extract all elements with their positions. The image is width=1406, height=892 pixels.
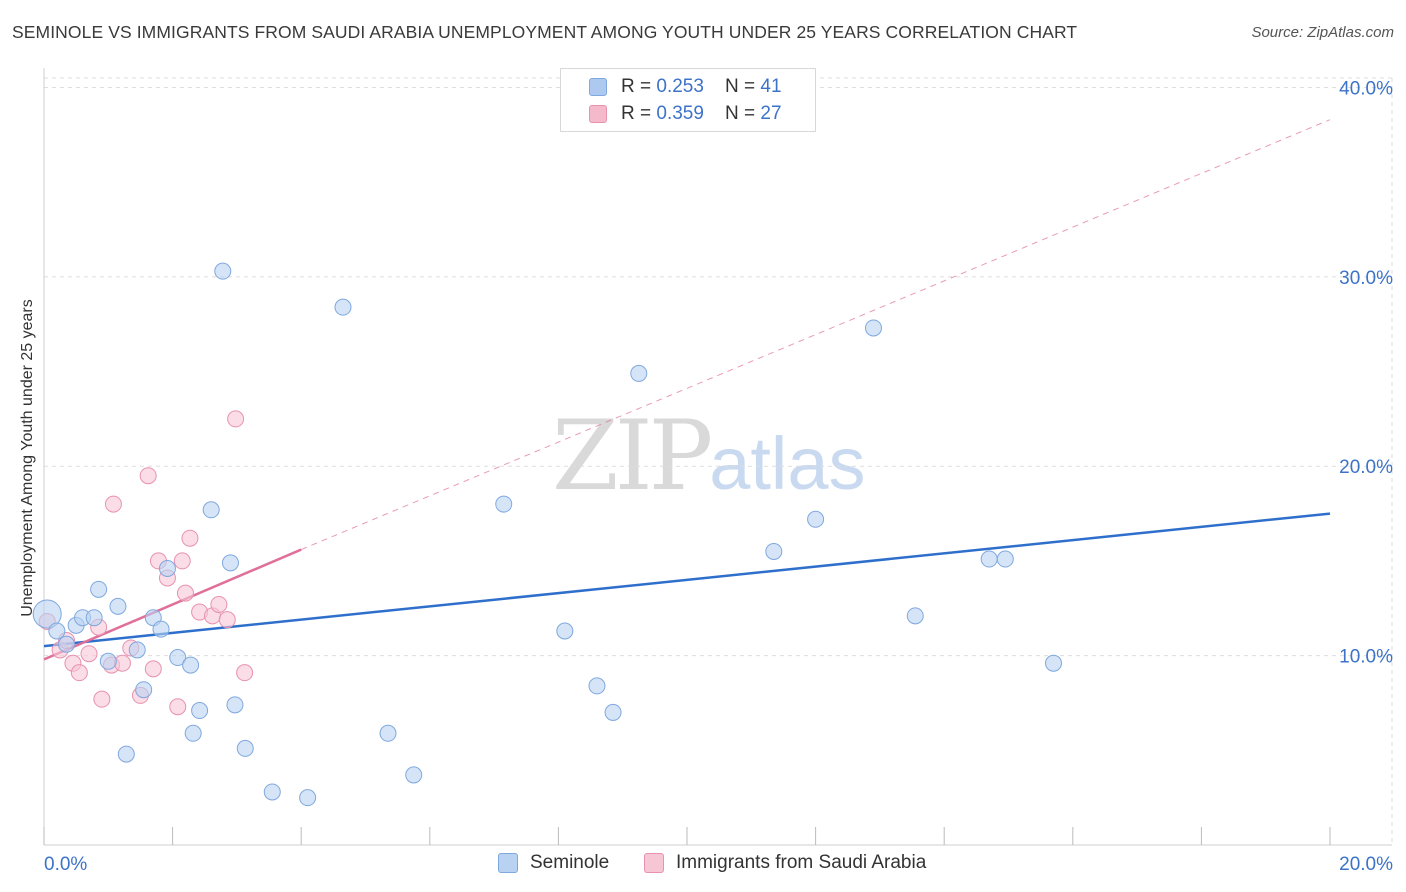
trend-line-seminole [43, 512, 1331, 648]
point-seminole [980, 550, 998, 568]
point-saudi [144, 660, 162, 678]
point-seminole [158, 560, 176, 578]
watermark: ZIPatlas [552, 400, 866, 512]
y-tick-label: 40.0% [1339, 78, 1393, 99]
point-seminole [117, 745, 135, 763]
legend-swatch-seminole [498, 853, 518, 873]
point-seminole [1045, 654, 1063, 672]
n-label: N = [725, 76, 761, 97]
point-seminole [109, 597, 127, 615]
correlation-legend: R = 0.253 N = 41 R = 0.359 N = 27 [560, 68, 816, 132]
r-label: R = [621, 103, 657, 124]
x-tick-label: 0.0% [44, 854, 87, 875]
point-saudi [80, 645, 98, 663]
point-seminole [588, 677, 606, 695]
point-seminole [996, 550, 1014, 568]
trend-line-saudi-extension [301, 119, 1331, 551]
r-value: 0.359 [656, 103, 704, 124]
point-seminole [128, 641, 146, 659]
point-seminole [90, 580, 108, 598]
legend-label-saudi: Immigrants from Saudi Arabia [676, 852, 927, 873]
point-seminole [48, 622, 66, 640]
r-value: 0.253 [656, 76, 704, 97]
point-seminole [221, 554, 239, 572]
y-tick-label: 10.0% [1339, 647, 1393, 668]
point-seminole [299, 789, 317, 807]
point-seminole [184, 724, 202, 742]
legend-text-saudi: R = 0.359 N = 27 [621, 103, 782, 125]
point-seminole [236, 739, 254, 757]
point-saudi [173, 552, 191, 570]
point-seminole [906, 607, 924, 625]
point-seminole [604, 703, 622, 721]
point-seminole [32, 599, 62, 629]
chart-title: SEMINOLE VS IMMIGRANTS FROM SAUDI ARABIA… [12, 22, 1078, 42]
point-seminole [58, 635, 76, 653]
legend-swatch-saudi [589, 105, 607, 123]
n-value: 27 [760, 103, 782, 124]
point-saudi [236, 664, 254, 682]
point-saudi [218, 611, 236, 629]
point-saudi [169, 698, 187, 716]
watermark-atlas: atlas [709, 422, 866, 505]
n-label: N = [725, 103, 761, 124]
point-saudi [181, 529, 199, 547]
point-saudi [210, 595, 228, 613]
legend-swatch-seminole [589, 78, 607, 96]
source-label: Source: ZipAtlas.com [1251, 24, 1394, 41]
point-seminole [85, 609, 103, 627]
point-seminole [191, 702, 209, 720]
point-seminole [405, 766, 423, 784]
point-seminole [214, 262, 232, 280]
point-saudi [104, 495, 122, 513]
y-tick-label: 30.0% [1339, 268, 1393, 289]
point-seminole [99, 652, 117, 670]
point-seminole [152, 620, 170, 638]
y-tick-label: 20.0% [1339, 457, 1393, 478]
point-seminole [169, 649, 187, 667]
watermark-zip: ZIP [552, 400, 713, 512]
point-saudi [93, 690, 111, 708]
point-seminole [864, 319, 882, 337]
n-value: 41 [760, 76, 782, 97]
trend-lines [43, 119, 1331, 661]
point-saudi [176, 584, 194, 602]
point-seminole [263, 783, 281, 801]
point-saudi [113, 654, 131, 672]
point-seminole [334, 298, 352, 316]
legend-swatch-saudi [644, 853, 664, 873]
axes [43, 68, 1392, 846]
trend-line-saudi [43, 548, 302, 661]
point-saudi [227, 410, 245, 428]
series-legend: Seminole Immigrants from Saudi Arabia [0, 852, 1406, 878]
data-points [32, 262, 1063, 807]
x-tick-label: 20.0% [1339, 854, 1393, 875]
point-seminole [202, 501, 220, 519]
tick-labels: 10.0% 20.0% 30.0% 40.0% 0.0% 20.0% [44, 78, 1393, 875]
point-seminole [495, 495, 513, 513]
point-seminole [556, 622, 574, 640]
legend-text-seminole: R = 0.253 N = 41 [621, 76, 782, 98]
point-seminole [379, 724, 397, 742]
r-label: R = [621, 76, 657, 97]
point-seminole [765, 542, 783, 560]
legend-label-seminole: Seminole [530, 852, 610, 873]
point-seminole [226, 696, 244, 714]
grid-lines [44, 77, 1393, 845]
point-seminole [182, 656, 200, 674]
point-seminole [630, 364, 648, 382]
point-seminole [807, 510, 825, 528]
point-saudi [70, 664, 88, 682]
point-seminole [135, 681, 153, 699]
point-saudi [139, 467, 157, 485]
